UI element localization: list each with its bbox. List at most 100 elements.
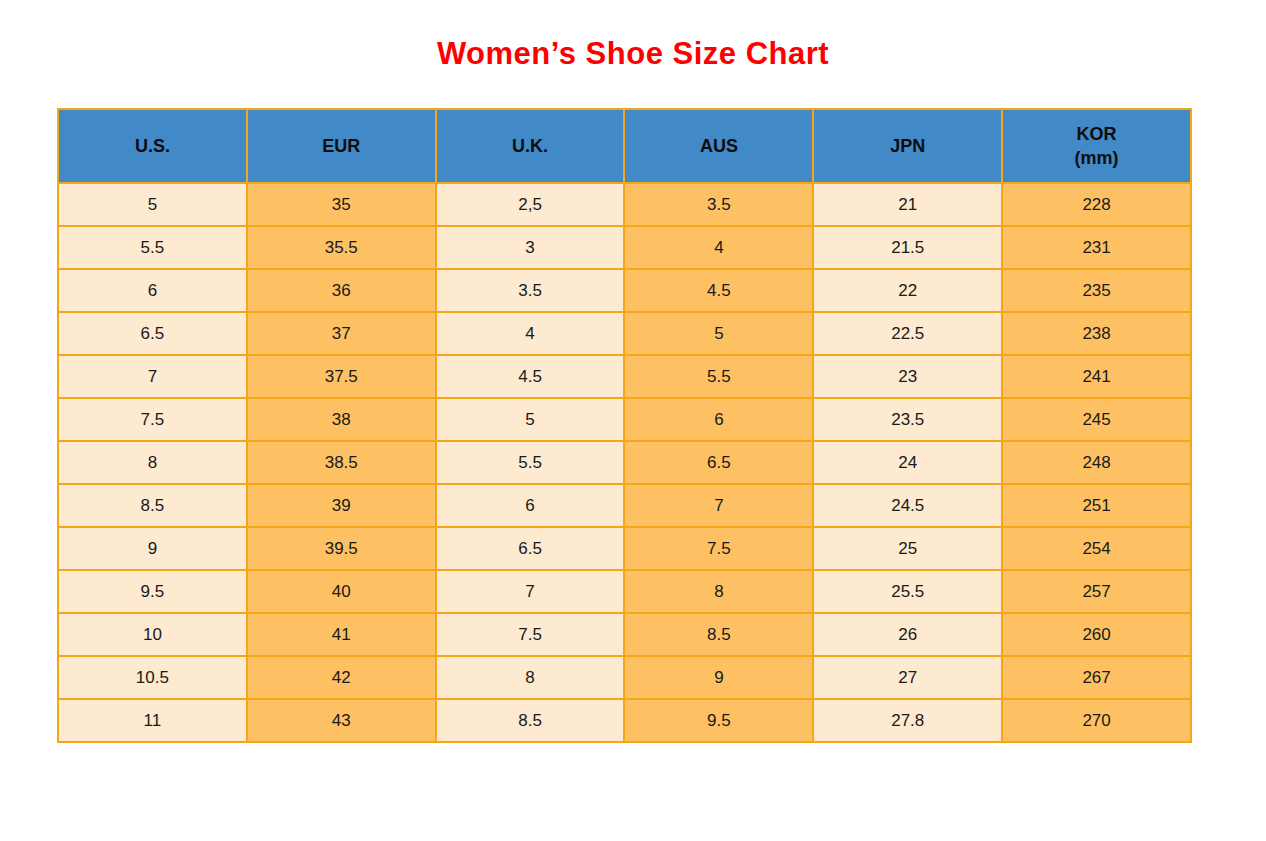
shoe-size-table: U.S.EURU.K.AUSJPNKOR(mm) 5352,53.5212285… [57,108,1192,743]
table-cell: 8 [58,441,247,484]
table-cell: 10 [58,613,247,656]
table-cell: 9 [624,656,813,699]
table-cell: 6 [436,484,625,527]
table-cell: 21.5 [813,226,1002,269]
column-header-eur: EUR [247,109,436,183]
table-cell: 7.5 [58,398,247,441]
table-cell: 5.5 [624,355,813,398]
table-cell: 235 [1002,269,1191,312]
table-cell: 231 [1002,226,1191,269]
table-cell: 5 [436,398,625,441]
table-cell: 21 [813,183,1002,226]
column-header-label: KOR [1003,122,1190,146]
table-cell: 25.5 [813,570,1002,613]
table-cell: 267 [1002,656,1191,699]
column-header-u-s: U.S. [58,109,247,183]
table-cell: 36 [247,269,436,312]
table-row: 6.5374522.5238 [58,312,1191,355]
table-cell: 4.5 [624,269,813,312]
table-row: 7.5385623.5245 [58,398,1191,441]
table-cell: 27 [813,656,1002,699]
table-cell: 41 [247,613,436,656]
table-cell: 7 [58,355,247,398]
column-header-label: EUR [248,134,435,158]
table-cell: 9 [58,527,247,570]
table-cell: 23 [813,355,1002,398]
table-row: 10417.58.526260 [58,613,1191,656]
table-row: 9.5407825.5257 [58,570,1191,613]
table-cell: 251 [1002,484,1191,527]
table-cell: 22 [813,269,1002,312]
table-cell: 11 [58,699,247,742]
table-row: 6363.54.522235 [58,269,1191,312]
table-cell: 38 [247,398,436,441]
table-cell: 43 [247,699,436,742]
table-cell: 3.5 [624,183,813,226]
table-cell: 8.5 [436,699,625,742]
table-cell: 39.5 [247,527,436,570]
table-cell: 6.5 [58,312,247,355]
column-header-label: JPN [814,134,1001,158]
table-cell: 23.5 [813,398,1002,441]
table-header: U.S.EURU.K.AUSJPNKOR(mm) [58,109,1191,183]
table-cell: 248 [1002,441,1191,484]
header-row: U.S.EURU.K.AUSJPNKOR(mm) [58,109,1191,183]
table-cell: 25 [813,527,1002,570]
table-cell: 42 [247,656,436,699]
column-header-jpn: JPN [813,109,1002,183]
table-cell: 40 [247,570,436,613]
page: Women’s Shoe Size Chart U.S.EURU.K.AUSJP… [0,0,1266,841]
table-cell: 7 [624,484,813,527]
table-cell: 10.5 [58,656,247,699]
table-cell: 6.5 [624,441,813,484]
column-header-label: AUS [625,134,812,158]
table-cell: 8 [624,570,813,613]
table-cell: 26 [813,613,1002,656]
table-cell: 254 [1002,527,1191,570]
table-cell: 3 [436,226,625,269]
table-cell: 238 [1002,312,1191,355]
table-cell: 37.5 [247,355,436,398]
table-cell: 6.5 [436,527,625,570]
table-cell: 24 [813,441,1002,484]
table-cell: 5.5 [436,441,625,484]
table-row: 11438.59.527.8270 [58,699,1191,742]
table-cell: 4 [436,312,625,355]
table-cell: 9.5 [624,699,813,742]
table-cell: 241 [1002,355,1191,398]
table-cell: 22.5 [813,312,1002,355]
table-cell: 270 [1002,699,1191,742]
table-cell: 257 [1002,570,1191,613]
column-header-label: U.S. [59,134,246,158]
table-cell: 35.5 [247,226,436,269]
table-cell: 39 [247,484,436,527]
table-row: 8.5396724.5251 [58,484,1191,527]
table-cell: 27.8 [813,699,1002,742]
column-header-label: U.K. [437,134,624,158]
table-row: 838.55.56.524248 [58,441,1191,484]
column-header-kor-mm: KOR(mm) [1002,109,1191,183]
table-cell: 8.5 [624,613,813,656]
table-row: 5.535.53421.5231 [58,226,1191,269]
table-cell: 260 [1002,613,1191,656]
table-cell: 5 [58,183,247,226]
table-cell: 6 [58,269,247,312]
table-cell: 8 [436,656,625,699]
table-cell: 24.5 [813,484,1002,527]
table-cell: 245 [1002,398,1191,441]
table-cell: 2,5 [436,183,625,226]
table-body: 5352,53.5212285.535.53421.52316363.54.52… [58,183,1191,742]
table-row: 10.5428927267 [58,656,1191,699]
table-row: 737.54.55.523241 [58,355,1191,398]
table-cell: 35 [247,183,436,226]
table-cell: 4.5 [436,355,625,398]
column-header-u-k: U.K. [436,109,625,183]
table-cell: 5.5 [58,226,247,269]
column-header-aus: AUS [624,109,813,183]
table-cell: 228 [1002,183,1191,226]
column-header-label: (mm) [1003,146,1190,170]
table-cell: 37 [247,312,436,355]
table-cell: 6 [624,398,813,441]
table-cell: 9.5 [58,570,247,613]
table-cell: 7 [436,570,625,613]
